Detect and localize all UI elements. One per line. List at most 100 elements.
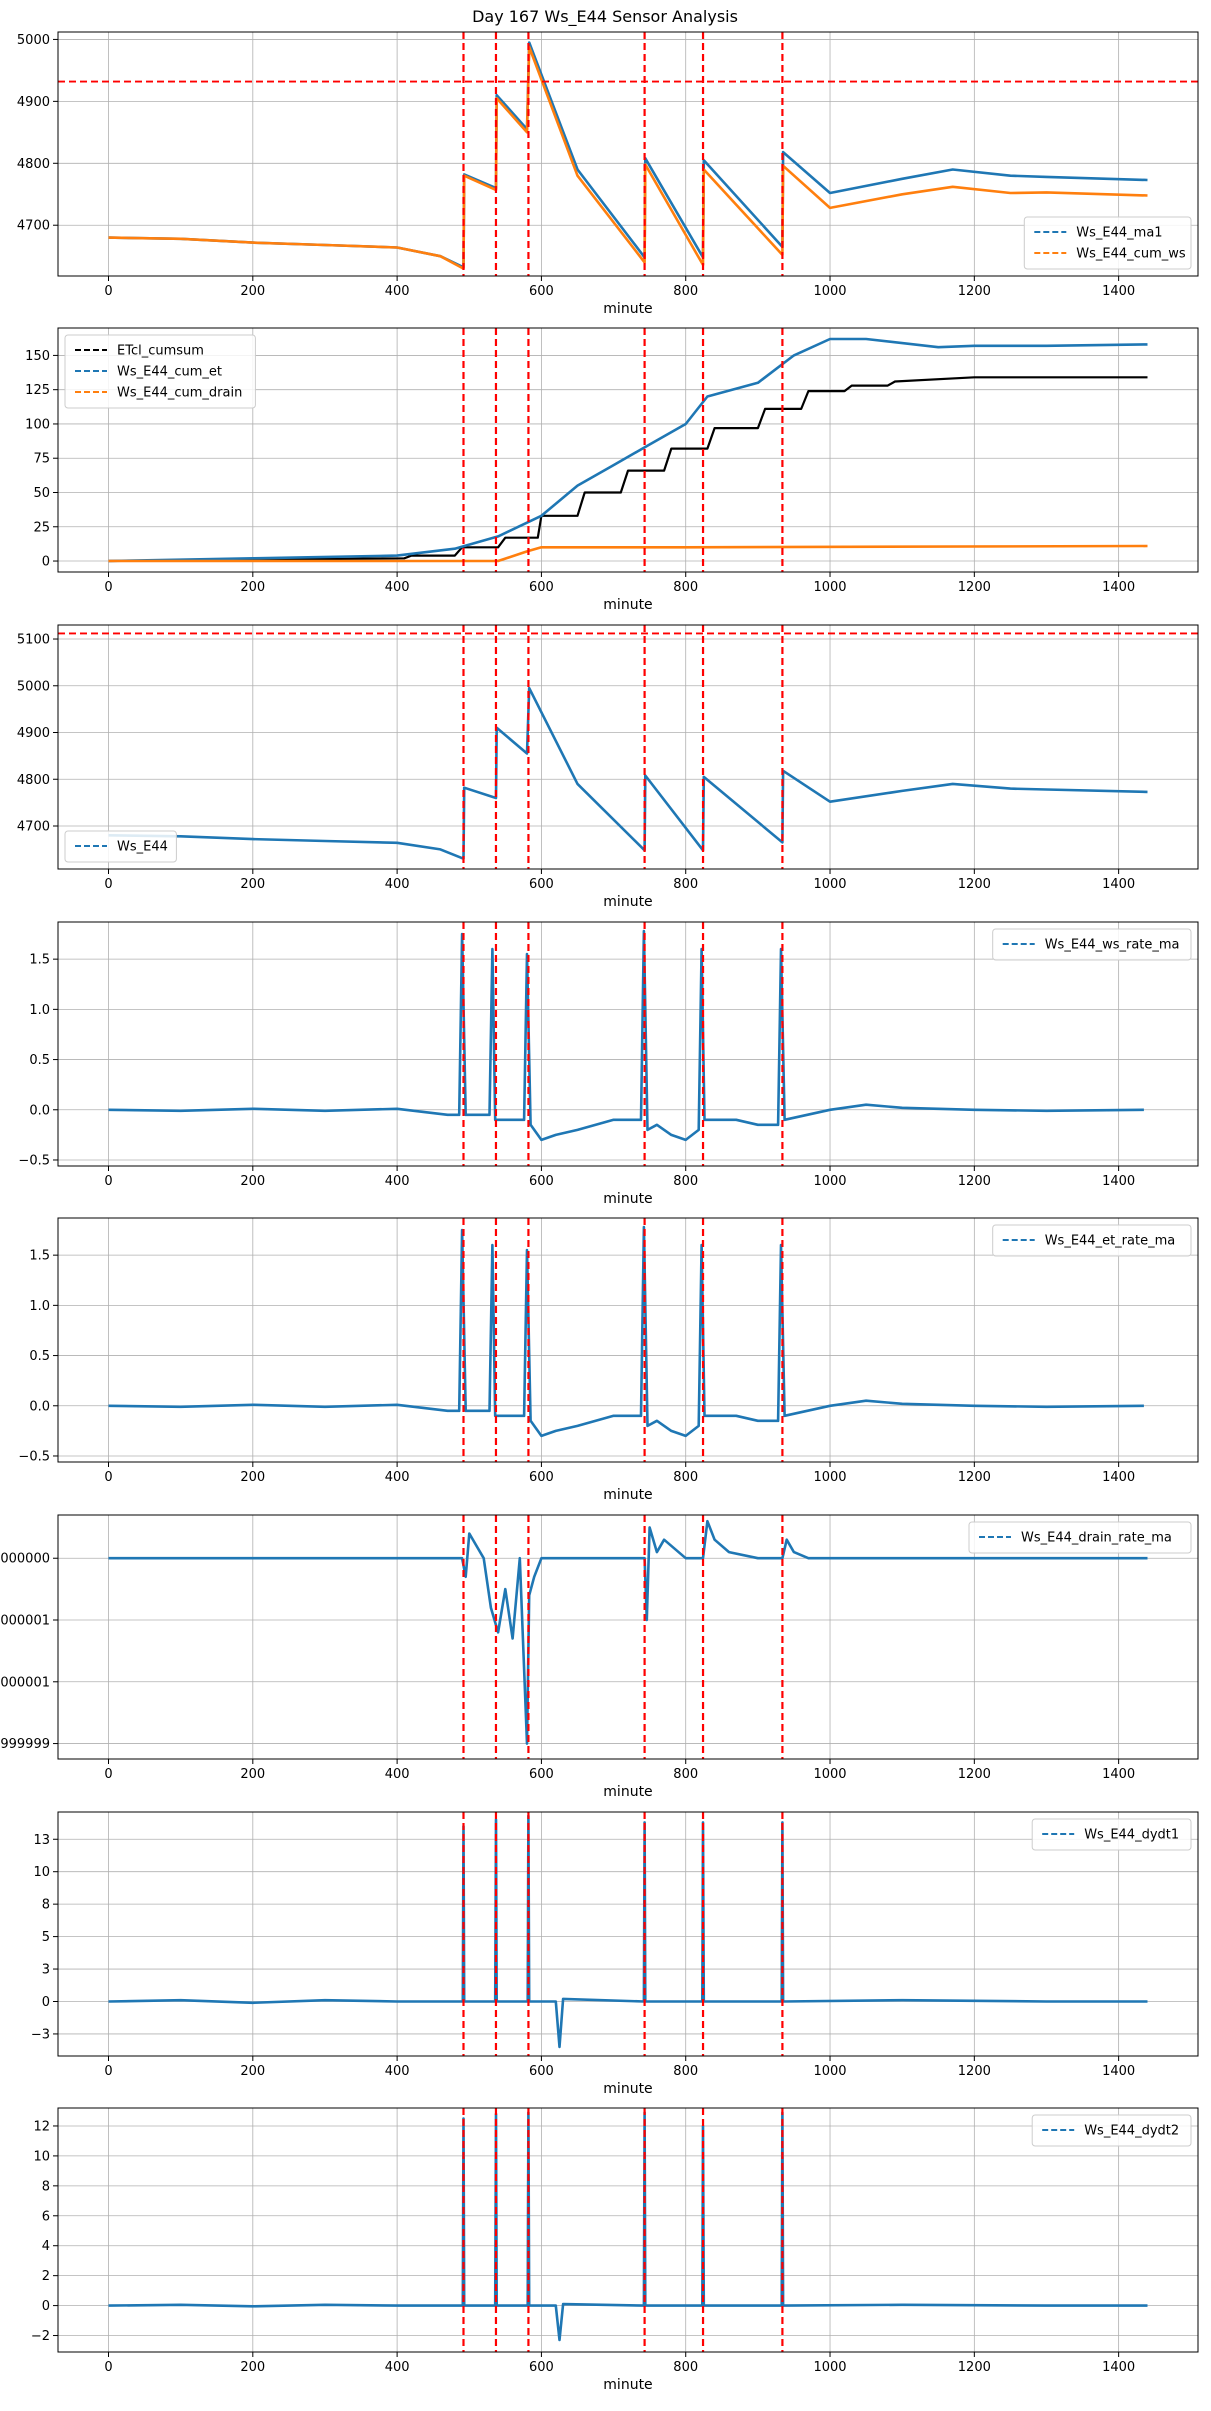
y-tick-label: 8 [42,1898,50,1913]
y-tick-label: 4800 [17,773,50,788]
x-tick-label: 400 [385,580,410,595]
series-line-Ws_E44_ma1 [108,41,1148,269]
x-tick-label: 1200 [958,1174,991,1189]
y-tick-label: 13 [33,1833,50,1848]
legend-label: Ws_E44_dydt2 [1084,2124,1179,2139]
x-tick-label: 0 [104,284,112,299]
y-tick-label: 4900 [17,95,50,110]
x-tick-label: 1000 [813,1174,846,1189]
series-line-Ws_E44_ws_rate_ma [108,929,1144,1142]
panel-2: 0 200 400 600 800 1000 1200 1400 0 25 50 75 100 125 15… [25,327,1199,613]
y-tick-label: −0.5 [18,1449,50,1464]
y-tick-label: 1.0 [29,1003,50,1018]
x-tick-label: 400 [385,877,410,892]
x-tick-label: 600 [529,2360,554,2375]
legend-label: ETcl_cumsum [117,344,204,359]
panel-3: 0 200 400 600 800 1000 1200 1400 4700 4800 4900 500… [17,624,1199,910]
y-tick-label: 150 [25,349,50,364]
y-tick-label: −3 [31,2027,50,2042]
x-tick-label: 600 [529,1470,554,1485]
y-tick-label: 4800 [17,157,50,172]
x-tick-label: 1400 [1102,1767,1135,1782]
x-tick-label: 400 [385,1767,410,1782]
y-tick-label: 4 [42,2239,50,2254]
series-line-Ws_E44_drain_rate_ma [108,1519,1148,1745]
y-tick-label: 25 [33,520,50,535]
series-line-ETcl_cumsum [108,376,1148,563]
x-tick-label: 800 [673,877,698,892]
legend-label: Ws_E44_cum_et [117,365,222,380]
y-tick-label: 4700 [17,819,50,834]
axes-frame [57,1514,1199,1760]
x-tick-label: 400 [385,1174,410,1189]
y-tick-label: −2 [31,2329,50,2344]
y-tick-label: 1.5 [29,1249,50,1264]
y-tick-label: −0.10000000000000001 [0,1614,50,1629]
legend-box [64,334,256,409]
x-tick-label: 800 [673,2360,698,2375]
y-tick-label: 5100 [17,633,50,648]
plot-area [108,1218,1144,1462]
axes-frame [57,624,1199,870]
legend: Ws_E44 [64,830,177,863]
x-tick-label: 1000 [813,2064,846,2079]
x-tick-label: 400 [385,2064,410,2079]
legend-label: Ws_E44_cum_drain [117,386,242,401]
panel-6: 0 200 400 600 800 1000 1200 1400 −0.299999999999… [0,1514,1199,1800]
legend-box [64,830,177,863]
x-tick-label: 1200 [958,1470,991,1485]
x-axis-label: minute [603,2377,652,2393]
x-tick-label: 1400 [1102,284,1135,299]
y-tick-label: 5000 [17,679,50,694]
x-tick-label: 1000 [813,580,846,595]
x-tick-label: 800 [673,1470,698,1485]
x-tick-label: 1200 [958,284,991,299]
series-line-Ws_E44_dydt1 [108,1814,1148,2049]
x-tick-label: 1000 [813,1767,846,1782]
series-line-Ws_E44_cum_ws [108,45,1148,270]
x-axis-label: minute [603,597,652,613]
y-tick-label: −0.20000000000000001 [0,1675,50,1690]
axes-frame [57,921,1199,1167]
panel-4: 0 200 400 600 800 1000 1200 1400 −0.5 0.0 0.5 1.0 1.… [18,921,1199,1207]
y-tick-label: 1.0 [29,1299,50,1314]
panel-1: 0 200 400 600 800 1000 1200 1400 4700 4800 4900 500… [17,31,1199,317]
x-axis-label: minute [603,301,652,317]
axes-frame [57,1217,1199,1463]
axes-frame [57,327,1199,573]
y-tick-label: 10 [33,1865,50,1880]
axes-frame [57,1811,1199,2057]
plot-area [58,625,1198,869]
x-tick-label: 1000 [813,1470,846,1485]
x-tick-label: 800 [673,284,698,299]
plot-area [108,1812,1148,2056]
x-axis-label: minute [603,1487,652,1503]
y-tick-label: −0.29999999999999999 [0,1737,50,1752]
legend-box [1031,1818,1192,1851]
x-tick-label: 0 [104,580,112,595]
x-tick-label: 1400 [1102,1470,1135,1485]
legend: Ws_E44_dydt1 [1031,1818,1192,1851]
y-tick-label: 3 [42,1963,50,1978]
y-tick-label: 0.00000000000000000 [0,1552,50,1567]
x-tick-label: 1200 [958,877,991,892]
x-tick-label: 1000 [813,877,846,892]
x-axis-label: minute [603,1191,652,1207]
x-tick-label: 1000 [813,284,846,299]
x-tick-label: 600 [529,1174,554,1189]
x-tick-label: 1400 [1102,2064,1135,2079]
x-tick-label: 600 [529,2064,554,2079]
x-tick-label: 200 [240,877,265,892]
y-tick-label: 10 [33,2149,50,2164]
panel-5: 0 200 400 600 800 1000 1200 1400 −0.5 0.0 0.5 1.0 1.… [18,1217,1199,1503]
legend-label: Ws_E44_et_rate_ma [1045,1234,1176,1249]
series-line-Ws_E44 [108,686,1148,861]
x-tick-label: 400 [385,284,410,299]
x-tick-label: 0 [104,1470,112,1485]
x-tick-label: 0 [104,2360,112,2375]
plot-area [108,328,1148,572]
y-tick-label: 0 [42,2299,50,2314]
panel-8: 0 200 400 600 800 1000 1200 1400 −2 0 2 4 6 8 10 12 minu… [31,2107,1199,2393]
x-tick-label: 800 [673,2064,698,2079]
